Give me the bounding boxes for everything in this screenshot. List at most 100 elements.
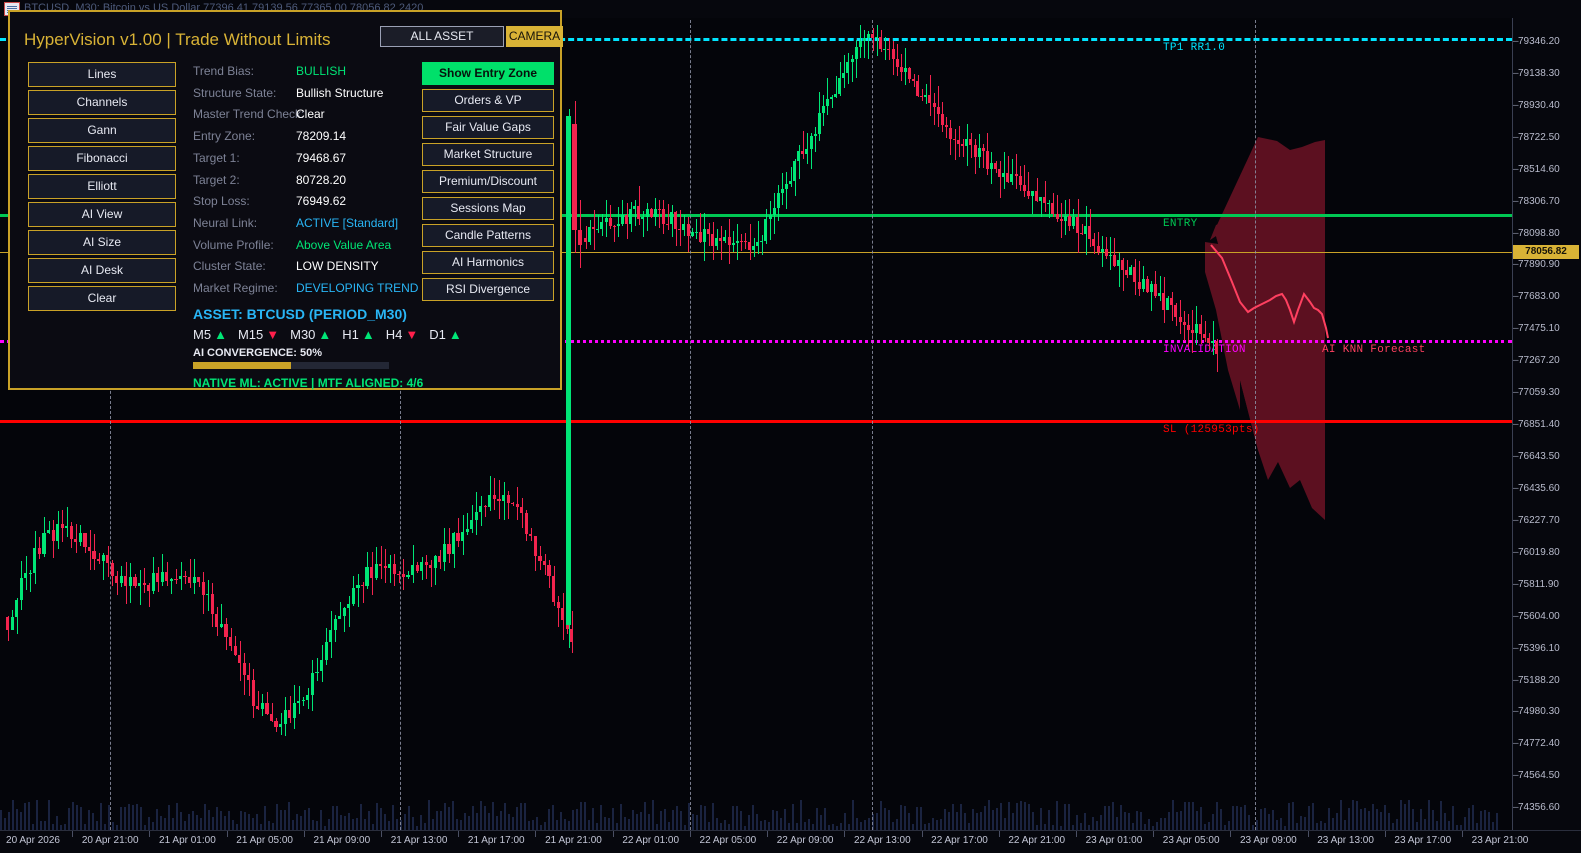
candle-body: [834, 94, 838, 97]
feature-button-premium-discount[interactable]: Premium/Discount: [422, 170, 554, 193]
candle-body: [265, 702, 269, 715]
candle-wick: [946, 117, 948, 139]
arrow-up-icon: ▲: [318, 327, 332, 342]
candle-wick: [171, 578, 173, 594]
volume-bar: [144, 825, 146, 830]
candle-body: [944, 125, 948, 128]
candle-wick: [614, 225, 616, 243]
candle-wick: [720, 225, 722, 261]
time-axis[interactable]: 20 Apr 2026 20 Apr 21:00 21 Apr 01:00 21 Ap…: [0, 830, 1581, 853]
candle-wick: [458, 518, 460, 547]
volume-bar: [1240, 807, 1242, 830]
camera-button[interactable]: CAMERA: [506, 26, 563, 47]
tool-button-ai-desk[interactable]: AI Desk: [28, 258, 176, 283]
signal-row-label: Market Regime:: [193, 281, 278, 295]
volume-bar: [736, 806, 738, 830]
volume-bar: [812, 823, 814, 830]
volume-bar: [1400, 800, 1402, 830]
candle-body: [356, 585, 360, 589]
tool-button-gann[interactable]: Gann: [28, 118, 176, 143]
tool-button-lines[interactable]: Lines: [28, 62, 176, 87]
volume-bar: [612, 807, 614, 830]
volume-bar: [456, 819, 458, 830]
tool-button-clear[interactable]: Clear: [28, 286, 176, 311]
signal-row-value: 79468.67: [296, 150, 347, 165]
price-tick: –77059.30: [1513, 387, 1560, 399]
candle-body: [388, 564, 392, 568]
volume-bar: [1184, 802, 1186, 830]
candle-body: [994, 162, 997, 169]
volume-bar: [1040, 807, 1042, 830]
candle-wick: [679, 210, 681, 246]
candle-wick: [1032, 190, 1034, 215]
candle-body: [965, 138, 969, 146]
volume-bar: [152, 822, 154, 830]
feature-button-show-entry-zone[interactable]: Show Entry Zone: [422, 62, 554, 85]
feature-button-candle-patterns[interactable]: Candle Patterns: [422, 224, 554, 247]
feature-button-fair-value-gaps[interactable]: Fair Value Gaps: [422, 116, 554, 139]
volume-bar: [1492, 821, 1494, 830]
price-axis[interactable]: –79554.10–79346.20–79138.30–78930.40–787…: [1512, 4, 1581, 830]
candle-body: [497, 498, 501, 501]
candle-body: [570, 628, 574, 642]
volume-bar: [380, 808, 382, 830]
candle-body: [879, 36, 883, 49]
volume-bar: [1208, 822, 1210, 830]
day-separator: [110, 10, 111, 830]
volume-bar: [444, 802, 446, 830]
candle-body: [633, 206, 637, 210]
volume-bar: [72, 801, 74, 830]
volume-bar: [1440, 801, 1442, 830]
all-asset-button[interactable]: ALL ASSET: [380, 26, 504, 47]
feature-button-orders-vp[interactable]: Orders & VP: [422, 89, 554, 112]
signal-row-value: LOW DENSITY: [296, 259, 379, 274]
volume-bar: [1436, 820, 1438, 830]
volume-bar: [576, 809, 578, 830]
volume-bar: [1068, 804, 1070, 830]
candle-body: [1117, 259, 1120, 266]
candle-wick: [1024, 164, 1026, 198]
volume-bar: [140, 806, 142, 830]
price-tick: –74564.50: [1513, 770, 1560, 782]
feature-button-rsi-divergence[interactable]: RSI Divergence: [422, 278, 554, 301]
volume-bar: [560, 811, 562, 830]
candle-body: [723, 236, 727, 241]
candle-body: [1067, 215, 1071, 227]
volume-bar: [460, 820, 462, 830]
tool-button-ai-view[interactable]: AI View: [28, 202, 176, 227]
feature-button-sessions-map[interactable]: Sessions Map: [422, 197, 554, 220]
candle-body: [392, 564, 396, 574]
candle-body: [451, 532, 456, 555]
candle-body: [895, 59, 899, 67]
tool-button-elliott[interactable]: Elliott: [28, 174, 176, 199]
feature-button-market-structure[interactable]: Market Structure: [422, 143, 554, 166]
volume-bar: [1000, 803, 1002, 830]
candle-wick: [344, 606, 346, 632]
candle-wick: [1155, 270, 1157, 298]
tool-button-ai-size[interactable]: AI Size: [28, 230, 176, 255]
hypervision-panel[interactable]: HyperVision v1.00 | Trade Without Limits…: [8, 10, 563, 390]
candle-body: [936, 106, 940, 114]
candle-body: [351, 588, 355, 604]
volume-bar: [624, 816, 626, 830]
candle-body: [60, 524, 64, 529]
volume-bar: [908, 813, 910, 830]
volume-bar: [544, 822, 546, 830]
tool-button-channels[interactable]: Channels: [28, 90, 176, 115]
candle-body: [501, 494, 506, 501]
volume-bar: [648, 814, 650, 830]
volume-bar: [1472, 804, 1474, 830]
volume-bar: [1320, 820, 1322, 830]
volume-bar: [1064, 803, 1066, 830]
tool-button-fibonacci[interactable]: Fibonacci: [28, 146, 176, 171]
volume-bar: [1132, 822, 1134, 830]
volume-bar: [1028, 803, 1030, 830]
candle-wick: [1151, 281, 1153, 312]
candle-body: [830, 96, 833, 99]
volume-bar: [572, 810, 574, 830]
candle-wick: [98, 552, 100, 564]
candle-wick: [257, 690, 259, 710]
volume-bar: [844, 813, 846, 830]
feature-button-ai-harmonics[interactable]: AI Harmonics: [422, 251, 554, 274]
volume-bar: [228, 811, 230, 830]
